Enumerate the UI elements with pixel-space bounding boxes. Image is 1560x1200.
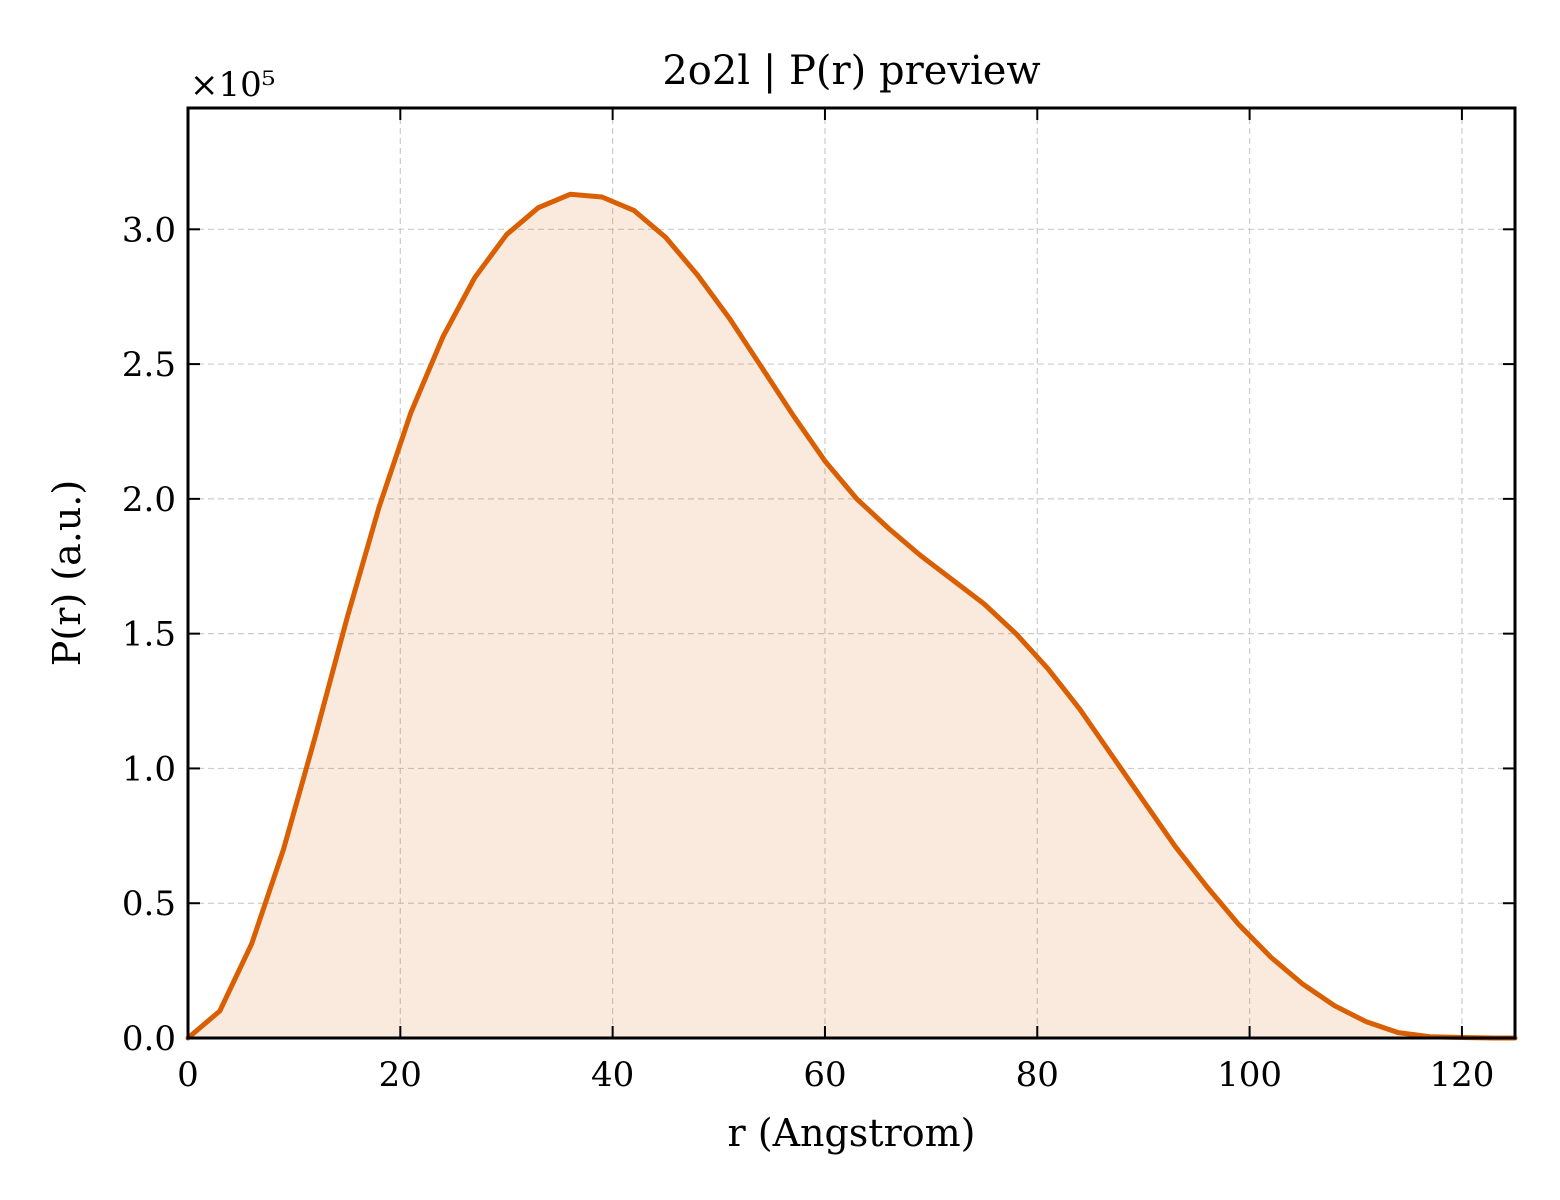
x-tick-label: 0: [177, 1055, 199, 1095]
y-tick-label: 1.5: [122, 615, 176, 655]
x-tick-label: 100: [1217, 1055, 1282, 1095]
y-axis-label: P(r) (a.u.): [45, 480, 89, 666]
y-tick-label: 1.0: [122, 749, 176, 789]
grid: [188, 108, 1515, 1038]
ticks: 0 20 40 60 80 100 120 0.0 0.5 1.0 1.5 2.0 2.5 3.0: [122, 108, 1515, 1095]
y-tick-label: 0.0: [122, 1019, 176, 1059]
x-tick-label: 20: [379, 1055, 422, 1095]
pr-series-line: [185, 191, 1518, 1041]
y-tick-label: 2.0: [122, 480, 176, 520]
y-scale-multiplier: ×10⁵: [190, 65, 275, 105]
y-tick-label: 0.5: [122, 884, 176, 924]
x-tick-label: 80: [1016, 1055, 1059, 1095]
chart-title: 2o2l | P(r) preview: [662, 48, 1040, 94]
pr-area-fill: [188, 194, 1515, 1039]
y-tick-label: 2.5: [122, 345, 176, 385]
y-tick-label: 3.0: [122, 210, 176, 250]
x-tick-label: 120: [1429, 1055, 1494, 1095]
x-axis-label: r (Angstrom): [728, 1111, 976, 1155]
x-tick-label: 40: [591, 1055, 634, 1095]
plot-frame: [186, 106, 1517, 1040]
x-tick-label: 60: [803, 1055, 846, 1095]
